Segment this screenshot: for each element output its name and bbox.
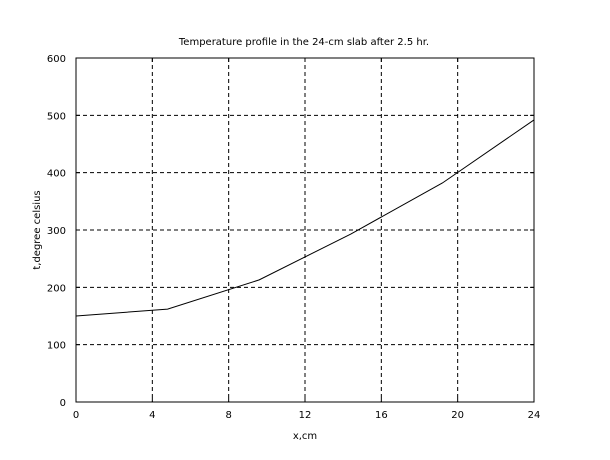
y-axis-ticks: 0 100 200 300 400 500 600: [47, 54, 534, 409]
y-tick-label: 600: [47, 54, 66, 65]
x-axis-label: x,cm: [293, 431, 317, 442]
y-tick-label: 200: [47, 283, 66, 294]
x-tick-label: 12: [299, 410, 312, 421]
x-tick-label: 8: [225, 410, 231, 421]
y-tick-label: 300: [47, 226, 66, 237]
x-tick-label: 24: [528, 410, 541, 421]
y-tick-label: 500: [47, 111, 66, 122]
x-tick-label: 4: [149, 410, 155, 421]
series-layer: [75, 119, 535, 317]
y-tick-label: 0: [60, 398, 66, 409]
grid: [76, 58, 534, 402]
temperature-profile-line: [75, 119, 535, 317]
x-tick-label: 0: [73, 410, 79, 421]
chart-title: Temperature profile in the 24-cm slab af…: [178, 37, 429, 48]
x-axis-ticks: 0 4 8 12 16 20 24: [73, 58, 541, 421]
y-tick-label: 400: [47, 169, 66, 180]
x-tick-label: 20: [451, 410, 464, 421]
y-tick-label: 100: [47, 341, 66, 352]
y-axis-label: t,degree celsius: [32, 190, 43, 269]
x-tick-label: 16: [375, 410, 388, 421]
